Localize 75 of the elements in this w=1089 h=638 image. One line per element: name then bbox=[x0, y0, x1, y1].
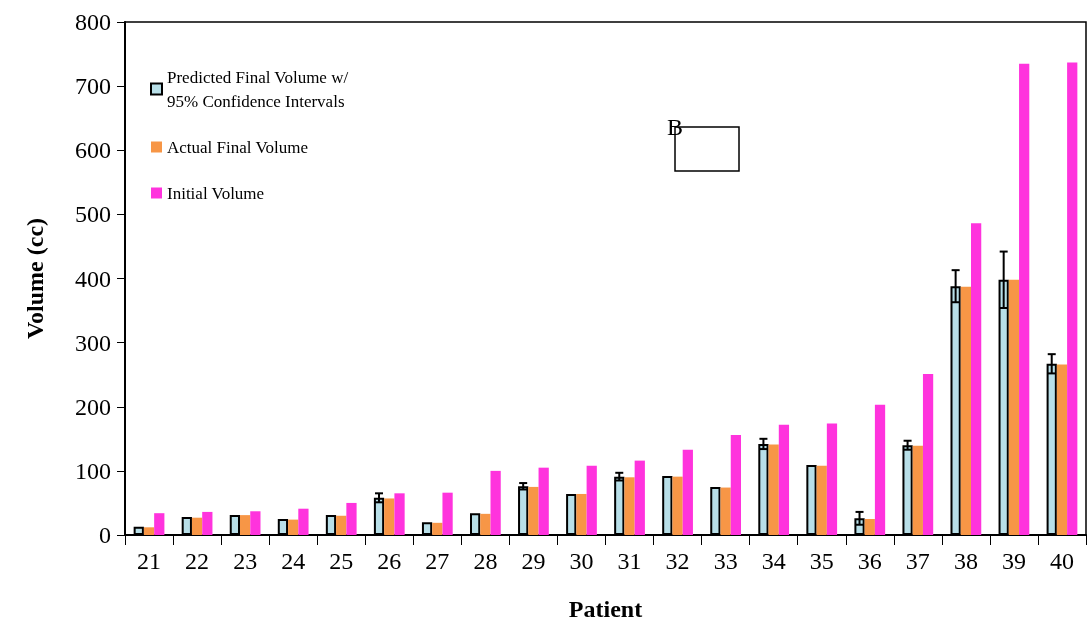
bar bbox=[240, 515, 251, 535]
y-tick-label: 800 bbox=[75, 9, 111, 35]
x-tick-label: 27 bbox=[425, 548, 450, 574]
x-tick-label: 25 bbox=[329, 548, 354, 574]
x-tick-label: 34 bbox=[761, 548, 786, 574]
bar bbox=[538, 467, 549, 535]
bar bbox=[336, 515, 347, 535]
x-tick-label: 21 bbox=[137, 548, 162, 574]
annotation: B bbox=[667, 114, 684, 140]
x-tick-label: 38 bbox=[953, 548, 978, 574]
bar bbox=[922, 374, 934, 535]
bar bbox=[960, 286, 971, 535]
bar bbox=[1056, 364, 1068, 535]
y-tick-label: 200 bbox=[75, 393, 111, 420]
bar bbox=[730, 434, 741, 535]
bar bbox=[634, 460, 645, 535]
x-tick-label: 40 bbox=[1049, 548, 1074, 574]
bar bbox=[202, 511, 213, 535]
y-axis-title: Volume (cc) bbox=[22, 217, 48, 340]
bar bbox=[528, 486, 539, 535]
y-tick-label: 500 bbox=[75, 201, 111, 228]
x-tick-label: 28 bbox=[473, 548, 498, 574]
bar bbox=[288, 519, 299, 535]
x-tick-label: 23 bbox=[233, 548, 258, 574]
bar bbox=[346, 502, 357, 535]
bar bbox=[826, 423, 838, 535]
bar bbox=[682, 449, 693, 535]
legend-label: Predicted Final Volume w/ 95% Confidence Intervals bbox=[167, 67, 353, 111]
bar bbox=[816, 465, 827, 535]
x-tick-label: 24 bbox=[281, 548, 306, 574]
legend-label: Initial Volume bbox=[167, 183, 265, 203]
x-tick-label: 31 bbox=[617, 548, 642, 574]
x-tick-label: 32 bbox=[665, 548, 690, 574]
bar bbox=[624, 477, 635, 535]
x-tick-label: 33 bbox=[713, 548, 738, 574]
bar bbox=[768, 444, 779, 535]
bar bbox=[298, 508, 309, 535]
legend-label: Actual Final Volume bbox=[167, 137, 309, 157]
x-axis-title: Patient bbox=[568, 596, 643, 622]
y-tick-label: 400 bbox=[75, 265, 111, 292]
bar bbox=[191, 517, 203, 535]
bar bbox=[912, 445, 923, 535]
bar bbox=[384, 498, 395, 535]
x-tick-label: 22 bbox=[185, 548, 210, 574]
x-tick-label: 39 bbox=[1001, 548, 1026, 574]
x-tick-label: 29 bbox=[521, 548, 546, 574]
bar bbox=[490, 470, 501, 535]
bar bbox=[394, 493, 405, 535]
bar bbox=[586, 465, 597, 535]
bar bbox=[432, 522, 443, 535]
y-tick-label: 300 bbox=[75, 329, 111, 356]
x-tick-label: 37 bbox=[905, 548, 930, 574]
x-tick-label: 36 bbox=[857, 548, 882, 574]
bar bbox=[864, 518, 875, 535]
bar bbox=[672, 476, 683, 535]
bar bbox=[480, 513, 491, 535]
bar bbox=[143, 527, 155, 535]
bar bbox=[1067, 62, 1078, 535]
x-tick-label: 35 bbox=[809, 548, 834, 574]
bar bbox=[1019, 63, 1030, 535]
bar bbox=[250, 511, 261, 535]
bar bbox=[874, 404, 886, 535]
y-tick-label: 100 bbox=[75, 457, 111, 484]
bar bbox=[576, 493, 587, 535]
y-tick-label: 0 bbox=[99, 522, 111, 548]
x-tick-label: 30 bbox=[569, 548, 594, 574]
bar bbox=[778, 424, 790, 535]
bar bbox=[1008, 279, 1020, 535]
bar bbox=[154, 513, 165, 535]
y-tick-label: 700 bbox=[75, 73, 111, 100]
bar bbox=[720, 487, 731, 535]
bar bbox=[971, 223, 982, 535]
y-tick-label: 600 bbox=[75, 137, 111, 164]
x-tick-label: 26 bbox=[377, 548, 402, 574]
bar bbox=[442, 492, 453, 535]
